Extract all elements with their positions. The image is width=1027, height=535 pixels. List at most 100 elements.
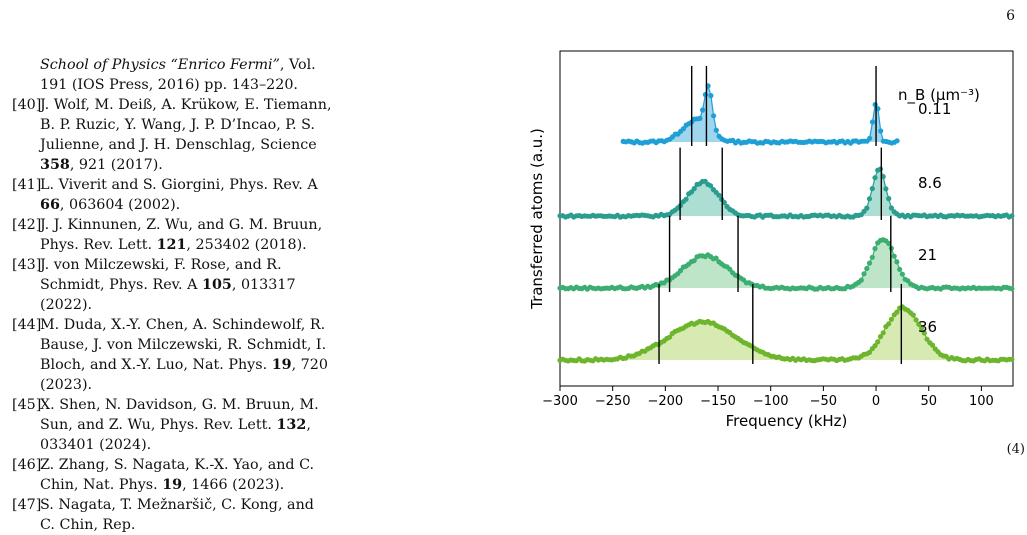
series-label: 8.6 (918, 174, 942, 192)
data-point (869, 119, 876, 125)
reference-text: M. Duda, X.-Y. Chen, A. Schindewolf, R. … (40, 317, 327, 373)
reference-text: , 033401 (2024). (40, 417, 311, 453)
data-point (886, 196, 892, 202)
data-point (929, 342, 936, 348)
data-point (702, 92, 708, 98)
reference-item: [44] M. Duda, X.-Y. Chen, A. Schindewolf,… (12, 315, 332, 395)
data-point (878, 128, 884, 134)
data-point (866, 260, 873, 266)
data-point (683, 196, 689, 202)
data-point (858, 277, 864, 283)
reference-text: X. Shen, N. Davidson, G. M. Bruun, M. Su… (40, 397, 319, 433)
data-point (711, 113, 717, 119)
x-tick-label: 0 (872, 394, 880, 409)
reference-number: [44] (12, 317, 42, 333)
data-point (880, 330, 886, 336)
reference-text: , 1466 (2023). (182, 477, 285, 493)
reference-item: [40] J. Wolf, M. Deiß, A. Krükow, E. Tiem… (12, 95, 332, 175)
series-line (559, 168, 1013, 218)
reference-text: 121 (156, 237, 187, 253)
series-fill (623, 85, 898, 144)
reference-number: [42] (12, 217, 42, 233)
series-fill (560, 306, 1012, 361)
data-point (708, 183, 714, 189)
series-8.6: 8.6 (557, 147, 1015, 220)
data-point (866, 349, 873, 355)
data-point (867, 135, 873, 141)
data-point (924, 336, 930, 342)
reference-text: , 720 (2023). (40, 357, 328, 393)
data-point (667, 334, 673, 340)
series-fill (560, 169, 1012, 218)
data-point (727, 266, 733, 272)
reference-text: 105 (202, 277, 232, 293)
reference-text: , 921 (2017). (69, 157, 163, 173)
data-point (869, 186, 875, 192)
reference-item: [43] J. von Milczewski, F. Rose, and R. S… (12, 255, 332, 315)
data-point (1009, 213, 1015, 219)
x-tick-label: 50 (920, 394, 937, 409)
reference-text: 66 (40, 197, 60, 213)
y-axis-label: Transferred atoms (a.u.) (528, 128, 546, 310)
data-point (894, 309, 900, 315)
data-point (872, 175, 878, 181)
series-line (559, 239, 1013, 290)
reference-text: , 013317 (2022). (40, 277, 296, 313)
data-point (916, 321, 922, 327)
reference-item: [46] Z. Zhang, S. Nagata, K.-X. Yao, and … (12, 455, 332, 495)
reference-item: [42] J. J. Kinnunen, Z. Wu, and G. M. Bru… (12, 215, 332, 255)
reference-item: School of Physics “Enrico Fermi”, Vol. 1… (12, 55, 332, 95)
reference-text: School of Physics “Enrico Fermi” (40, 57, 280, 73)
data-point (713, 255, 719, 261)
figure: 0.11 8.6 21 36 n_B (μm⁻³) −300 −250 −200 −150 −10… (518, 46, 1023, 445)
chart-svg: 0.11 8.6 21 36 n_B (μm⁻³) −300 −250 −200 −150 −10… (528, 50, 1015, 430)
reference-number: [46] (12, 457, 42, 473)
reference-text: J. von Milczewski, F. Rose, and R. Schmi… (40, 257, 282, 293)
x-axis-label: Frequency (kHz) (726, 412, 848, 430)
reference-text: 132 (276, 417, 307, 433)
reference-list: School of Physics “Enrico Fermi”, Vol. 1… (12, 55, 332, 535)
data-point (910, 312, 916, 318)
data-point (691, 258, 697, 264)
reference-number: [43] (12, 257, 42, 273)
data-point (913, 317, 919, 323)
data-point (680, 126, 687, 132)
reference-text: L. Viverit and S. Giorgini, Phys. Rev. A (40, 177, 318, 193)
series-label: 0.11 (918, 100, 951, 118)
reference-number: [40] (12, 97, 42, 113)
data-point (716, 192, 722, 198)
series-label: 36 (918, 318, 937, 336)
series-line (623, 83, 898, 144)
data-point (888, 316, 894, 322)
reference-number: [47] (12, 497, 42, 513)
reference-text: J. Wolf, M. Deiß, A. Krükow, E. Tiemann,… (40, 97, 332, 153)
data-point (677, 268, 684, 274)
data-point (713, 127, 719, 133)
data-point (700, 107, 706, 113)
data-point (872, 343, 878, 349)
data-point (721, 199, 727, 206)
reference-text: , Vol. 191 (IOS Press, 2016) pp. 143–220… (40, 57, 316, 93)
reference-item: [41] L. Viverit and S. Giorgini, Phys. Re… (12, 175, 332, 215)
reference-text: , 063604 (2002). (59, 197, 181, 213)
plot-frame (559, 50, 1014, 387)
page-number: 6 (1006, 8, 1015, 24)
reference-text: S. Nagata, T. Mežnaršič, C. Kong, and C.… (40, 497, 314, 533)
series-0.11: 0.11 (620, 66, 951, 146)
data-point (697, 115, 703, 121)
data-point (888, 205, 894, 211)
data-point (866, 196, 873, 202)
x-tick-label: −150 (700, 394, 736, 409)
reference-text: 19 (162, 477, 183, 493)
x-tick-label: 100 (969, 394, 994, 409)
data-point (864, 205, 870, 211)
data-point (897, 266, 903, 272)
reference-number: [41] (12, 177, 42, 193)
data-point (1009, 286, 1015, 292)
data-point (883, 186, 889, 192)
data-point (886, 240, 892, 247)
reference-text: J. J. Kinnunen, Z. Wu, and G. M. Bruun, … (40, 217, 323, 253)
data-point (891, 253, 897, 259)
data-point (861, 271, 867, 277)
data-point (869, 254, 875, 260)
